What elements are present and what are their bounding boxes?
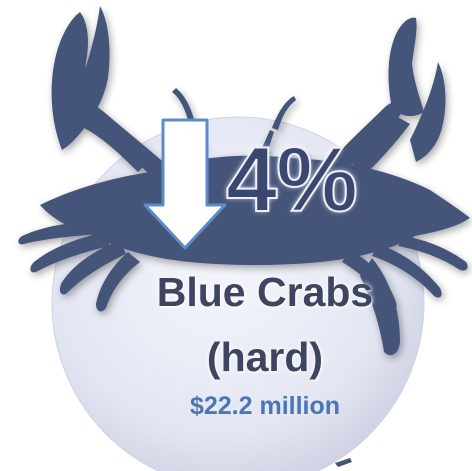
arrow-down-icon [143,118,227,250]
crab-leg-tip [335,458,352,467]
